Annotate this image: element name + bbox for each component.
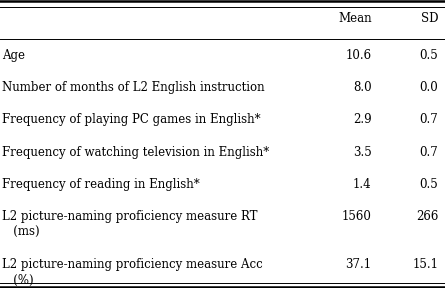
Text: 2.9: 2.9 (353, 113, 372, 126)
Text: 0.7: 0.7 (420, 113, 438, 126)
Text: SD: SD (421, 12, 438, 25)
Text: 1560: 1560 (342, 210, 372, 223)
Text: 10.6: 10.6 (345, 49, 372, 62)
Text: 0.5: 0.5 (420, 49, 438, 62)
Text: 15.1: 15.1 (413, 258, 438, 271)
Text: L2 picture-naming proficiency measure Acc
   (%): L2 picture-naming proficiency measure Ac… (2, 258, 263, 287)
Text: Number of months of L2 English instruction: Number of months of L2 English instructi… (2, 81, 265, 94)
Text: Mean: Mean (338, 12, 372, 25)
Text: Frequency of reading in English*: Frequency of reading in English* (2, 178, 200, 191)
Text: 3.5: 3.5 (353, 146, 372, 159)
Text: Frequency of playing PC games in English*: Frequency of playing PC games in English… (2, 113, 261, 126)
Text: Frequency of watching television in English*: Frequency of watching television in Engl… (2, 146, 270, 159)
Text: 37.1: 37.1 (345, 258, 372, 271)
Text: Age: Age (2, 49, 25, 62)
Text: 0.0: 0.0 (420, 81, 438, 94)
Text: 1.4: 1.4 (353, 178, 372, 191)
Text: 8.0: 8.0 (353, 81, 372, 94)
Text: 266: 266 (416, 210, 438, 223)
Text: 0.5: 0.5 (420, 178, 438, 191)
Text: L2 picture-naming proficiency measure RT
   (ms): L2 picture-naming proficiency measure RT… (2, 210, 258, 239)
Text: 0.7: 0.7 (420, 146, 438, 159)
